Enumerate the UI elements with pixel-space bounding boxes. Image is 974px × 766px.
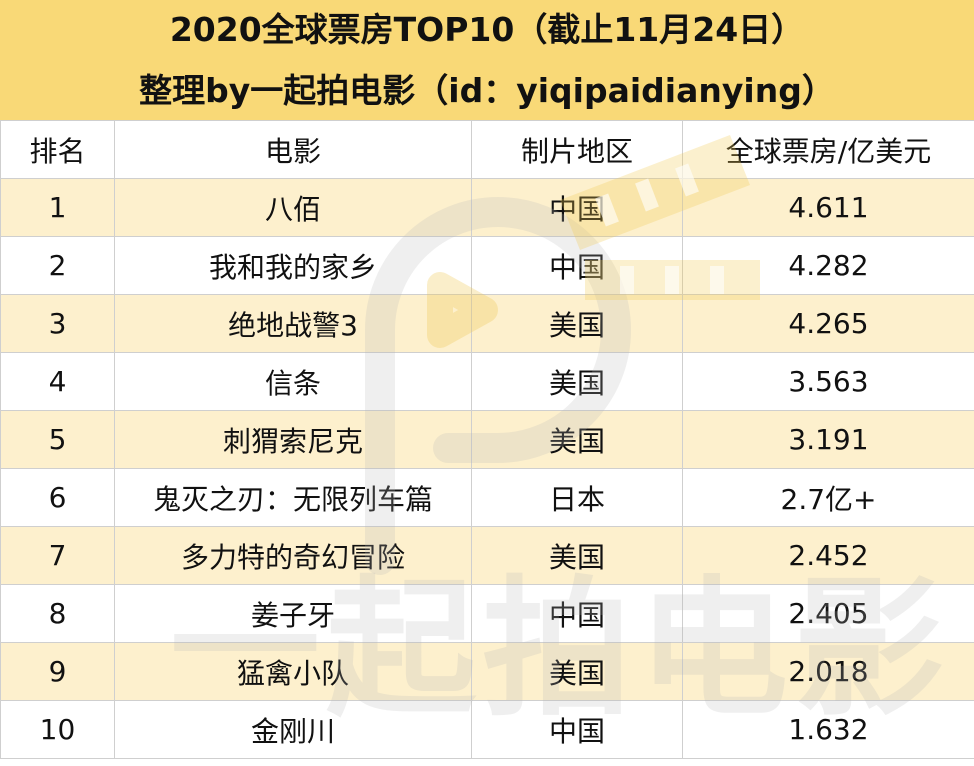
cell-region[interactable]: 美国 xyxy=(472,527,683,585)
table-row: 1 八佰 中国 4.611 xyxy=(1,179,974,237)
header-film[interactable]: 电影 xyxy=(115,121,472,179)
cell-region[interactable]: 中国 xyxy=(472,585,683,643)
table-title: 2020全球票房TOP10（截止11月24日） xyxy=(0,10,974,50)
cell-film[interactable]: 刺猬索尼克 xyxy=(115,411,472,469)
cell-film[interactable]: 信条 xyxy=(115,353,472,411)
title-block: 2020全球票房TOP10（截止11月24日） 整理by一起拍电影（id：yiq… xyxy=(0,0,974,121)
table-row: 2 我和我的家乡 中国 4.282 xyxy=(1,237,974,295)
cell-rank[interactable]: 2 xyxy=(1,237,115,295)
cell-box-office[interactable]: 4.265 xyxy=(683,295,974,353)
cell-region[interactable]: 中国 xyxy=(472,701,683,759)
table-row: 6 鬼灭之刃：无限列车篇 日本 2.7亿+ xyxy=(1,469,974,527)
cell-box-office[interactable]: 3.191 xyxy=(683,411,974,469)
cell-film[interactable]: 姜子牙 xyxy=(115,585,472,643)
cell-box-office[interactable]: 1.632 xyxy=(683,701,974,759)
cell-region[interactable]: 中国 xyxy=(472,237,683,295)
table-row: 3 绝地战警3 美国 4.265 xyxy=(1,295,974,353)
cell-rank[interactable]: 10 xyxy=(1,701,115,759)
table-row: 9 猛禽小队 美国 2.018 xyxy=(1,643,974,701)
table-row: 4 信条 美国 3.563 xyxy=(1,353,974,411)
table-row: 7 多力特的奇幻冒险 美国 2.452 xyxy=(1,527,974,585)
cell-film[interactable]: 猛禽小队 xyxy=(115,643,472,701)
cell-box-office[interactable]: 2.018 xyxy=(683,643,974,701)
cell-region[interactable]: 美国 xyxy=(472,353,683,411)
table-row: 8 姜子牙 中国 2.405 xyxy=(1,585,974,643)
cell-rank[interactable]: 1 xyxy=(1,179,115,237)
header-box-office[interactable]: 全球票房/亿美元 xyxy=(683,121,974,179)
cell-region[interactable]: 美国 xyxy=(472,295,683,353)
header-rank[interactable]: 排名 xyxy=(1,121,115,179)
header-region[interactable]: 制片地区 xyxy=(472,121,683,179)
cell-rank[interactable]: 7 xyxy=(1,527,115,585)
cell-box-office[interactable]: 4.611 xyxy=(683,179,974,237)
cell-rank[interactable]: 8 xyxy=(1,585,115,643)
table-row: 5 刺猬索尼克 美国 3.191 xyxy=(1,411,974,469)
table-row: 10 金刚川 中国 1.632 xyxy=(1,701,974,759)
cell-region[interactable]: 日本 xyxy=(472,469,683,527)
cell-region[interactable]: 美国 xyxy=(472,411,683,469)
cell-rank[interactable]: 5 xyxy=(1,411,115,469)
cell-box-office[interactable]: 4.282 xyxy=(683,237,974,295)
cell-rank[interactable]: 9 xyxy=(1,643,115,701)
cell-rank[interactable]: 4 xyxy=(1,353,115,411)
box-office-table: 排名 电影 制片地区 全球票房/亿美元 1 八佰 中国 4.611 2 我和我的… xyxy=(0,120,974,759)
cell-film[interactable]: 我和我的家乡 xyxy=(115,237,472,295)
cell-box-office[interactable]: 2.7亿+ xyxy=(683,469,974,527)
cell-film[interactable]: 绝地战警3 xyxy=(115,295,472,353)
table-subtitle: 整理by一起拍电影（id：yiqipaidianying） xyxy=(0,71,974,111)
cell-region[interactable]: 美国 xyxy=(472,643,683,701)
cell-rank[interactable]: 6 xyxy=(1,469,115,527)
cell-film[interactable]: 金刚川 xyxy=(115,701,472,759)
cell-box-office[interactable]: 2.405 xyxy=(683,585,974,643)
header-row: 排名 电影 制片地区 全球票房/亿美元 xyxy=(1,121,974,179)
cell-box-office[interactable]: 3.563 xyxy=(683,353,974,411)
cell-region[interactable]: 中国 xyxy=(472,179,683,237)
cell-box-office[interactable]: 2.452 xyxy=(683,527,974,585)
cell-film[interactable]: 多力特的奇幻冒险 xyxy=(115,527,472,585)
cell-film[interactable]: 八佰 xyxy=(115,179,472,237)
cell-film[interactable]: 鬼灭之刃：无限列车篇 xyxy=(115,469,472,527)
cell-rank[interactable]: 3 xyxy=(1,295,115,353)
